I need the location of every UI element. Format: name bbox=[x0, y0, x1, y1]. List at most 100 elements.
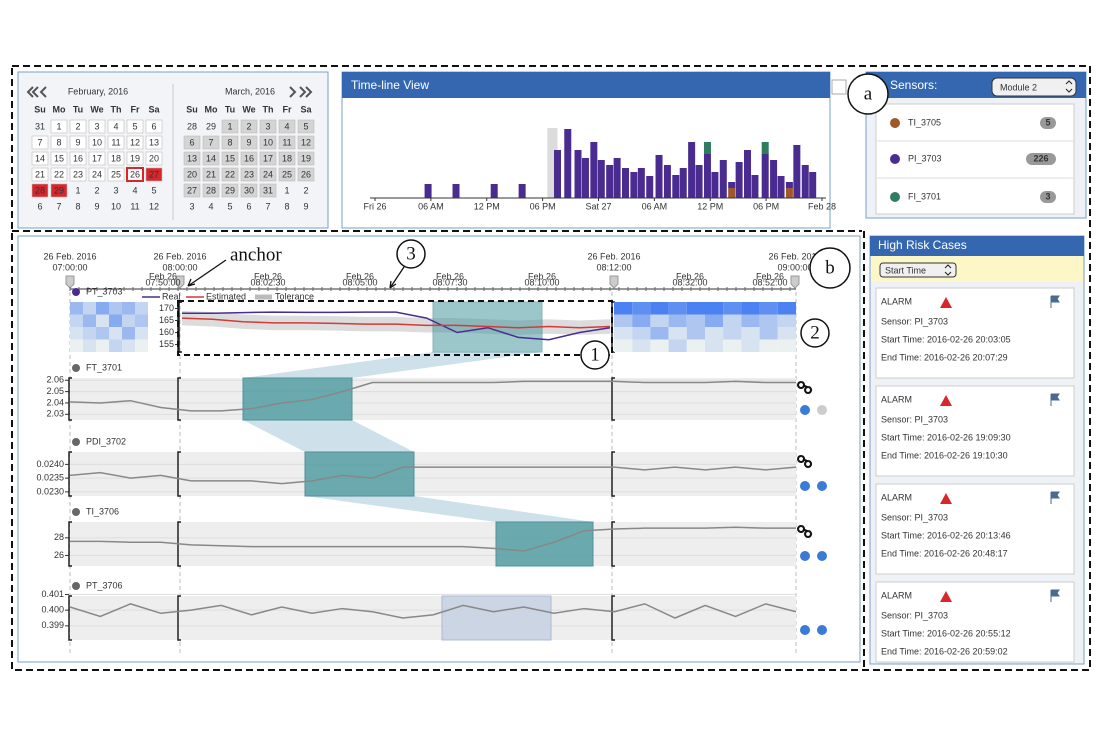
link-icon[interactable] bbox=[797, 525, 813, 538]
day-cell[interactable] bbox=[145, 119, 163, 134]
day-cell[interactable] bbox=[297, 167, 315, 182]
day-cell[interactable] bbox=[183, 135, 201, 150]
day-cell[interactable] bbox=[145, 151, 163, 166]
heat-cell bbox=[723, 339, 742, 352]
day: 24 bbox=[92, 169, 102, 179]
module-select[interactable] bbox=[991, 77, 1077, 97]
sort-select[interactable] bbox=[879, 262, 957, 278]
day-cell[interactable] bbox=[183, 183, 201, 198]
case-sensor: Sensor: PI_3703 bbox=[881, 316, 948, 326]
day-cell[interactable] bbox=[88, 119, 106, 134]
day-cell[interactable] bbox=[31, 151, 49, 166]
day-cell[interactable] bbox=[221, 151, 239, 166]
day-cell[interactable] bbox=[183, 151, 201, 166]
day-cell[interactable] bbox=[31, 135, 49, 150]
day-cell[interactable] bbox=[50, 119, 68, 134]
down-button[interactable] bbox=[800, 551, 810, 561]
day-cell[interactable] bbox=[183, 167, 201, 182]
day-cell[interactable] bbox=[69, 119, 87, 134]
day-cell[interactable] bbox=[50, 151, 68, 166]
day-cell[interactable] bbox=[221, 167, 239, 182]
case-sensor: Sensor: PI_3703 bbox=[881, 512, 948, 522]
day-cell[interactable] bbox=[240, 119, 258, 134]
day-cell[interactable] bbox=[297, 151, 315, 166]
sensor-name[interactable]: PI_3703 bbox=[908, 153, 942, 163]
anchor-handle[interactable] bbox=[175, 275, 185, 289]
day-cell[interactable] bbox=[107, 151, 125, 166]
up-button[interactable] bbox=[817, 405, 827, 415]
day-cell[interactable] bbox=[126, 119, 144, 134]
day-cell[interactable] bbox=[202, 135, 220, 150]
day-cell[interactable] bbox=[259, 151, 277, 166]
down-button[interactable] bbox=[800, 481, 810, 491]
day-cell[interactable] bbox=[202, 167, 220, 182]
flag-icon[interactable] bbox=[1050, 589, 1060, 602]
day-cell[interactable] bbox=[126, 167, 144, 182]
day-cell[interactable] bbox=[69, 135, 87, 150]
up-button[interactable] bbox=[817, 551, 827, 561]
day-cell[interactable] bbox=[240, 183, 258, 198]
day-cell[interactable] bbox=[278, 119, 296, 134]
day-cell[interactable] bbox=[107, 119, 125, 134]
day-cell[interactable] bbox=[88, 135, 106, 150]
case-card[interactable] bbox=[875, 287, 1075, 379]
day-cell[interactable] bbox=[202, 151, 220, 166]
day-cell[interactable] bbox=[126, 135, 144, 150]
day-cell[interactable] bbox=[221, 119, 239, 134]
day-cell[interactable] bbox=[50, 135, 68, 150]
day-cell[interactable] bbox=[69, 151, 87, 166]
anchor-handle[interactable] bbox=[609, 275, 619, 289]
sensor-name[interactable]: FI_3701 bbox=[908, 191, 941, 201]
down-button[interactable] bbox=[800, 405, 810, 415]
anchor-handle[interactable] bbox=[65, 275, 75, 289]
day-cell[interactable] bbox=[259, 183, 277, 198]
expand-button[interactable] bbox=[831, 79, 847, 95]
day: 9 bbox=[75, 137, 80, 147]
day-cell[interactable] bbox=[107, 167, 125, 182]
day-cell[interactable] bbox=[145, 167, 163, 182]
day-cell[interactable] bbox=[278, 151, 296, 166]
day-cell[interactable] bbox=[50, 167, 68, 182]
day-cell[interactable] bbox=[145, 135, 163, 150]
day-cell[interactable] bbox=[202, 183, 220, 198]
next-arrows[interactable] bbox=[289, 86, 313, 98]
day-cell[interactable] bbox=[297, 135, 315, 150]
day-cell[interactable] bbox=[126, 151, 144, 166]
day-cell[interactable] bbox=[69, 167, 87, 182]
day-cell[interactable] bbox=[240, 135, 258, 150]
day-cell[interactable] bbox=[259, 167, 277, 182]
day-cell[interactable] bbox=[240, 151, 258, 166]
bar bbox=[744, 150, 751, 198]
day-cell[interactable] bbox=[107, 135, 125, 150]
day: 1 bbox=[75, 185, 80, 195]
down-button[interactable] bbox=[800, 625, 810, 635]
case-card[interactable] bbox=[875, 385, 1075, 477]
day-cell[interactable] bbox=[259, 135, 277, 150]
day-cell[interactable] bbox=[240, 167, 258, 182]
day-cell[interactable] bbox=[259, 119, 277, 134]
day-cell[interactable] bbox=[297, 119, 315, 134]
case-card[interactable] bbox=[875, 581, 1075, 663]
flag-icon[interactable] bbox=[1050, 491, 1060, 504]
up-button[interactable] bbox=[817, 625, 827, 635]
day-cell[interactable] bbox=[31, 167, 49, 182]
day-cell[interactable] bbox=[278, 135, 296, 150]
prev-arrows[interactable] bbox=[26, 86, 47, 98]
link-icon[interactable] bbox=[797, 455, 813, 468]
day-cell[interactable] bbox=[50, 183, 68, 198]
anchor-handle[interactable] bbox=[790, 275, 800, 289]
day-cell[interactable] bbox=[31, 183, 49, 198]
case-card[interactable] bbox=[875, 483, 1075, 575]
day-cell[interactable] bbox=[221, 135, 239, 150]
day-cell[interactable] bbox=[88, 151, 106, 166]
day-cell[interactable] bbox=[278, 167, 296, 182]
flag-icon[interactable] bbox=[1050, 393, 1060, 406]
flag-icon[interactable] bbox=[1050, 295, 1060, 308]
sensor-name[interactable]: TI_3705 bbox=[908, 117, 941, 127]
day-cell[interactable] bbox=[221, 183, 239, 198]
day: 8 bbox=[56, 137, 61, 147]
series-line bbox=[69, 380, 796, 412]
day-cell[interactable] bbox=[88, 167, 106, 182]
link-icon[interactable] bbox=[797, 381, 813, 394]
up-button[interactable] bbox=[817, 481, 827, 491]
